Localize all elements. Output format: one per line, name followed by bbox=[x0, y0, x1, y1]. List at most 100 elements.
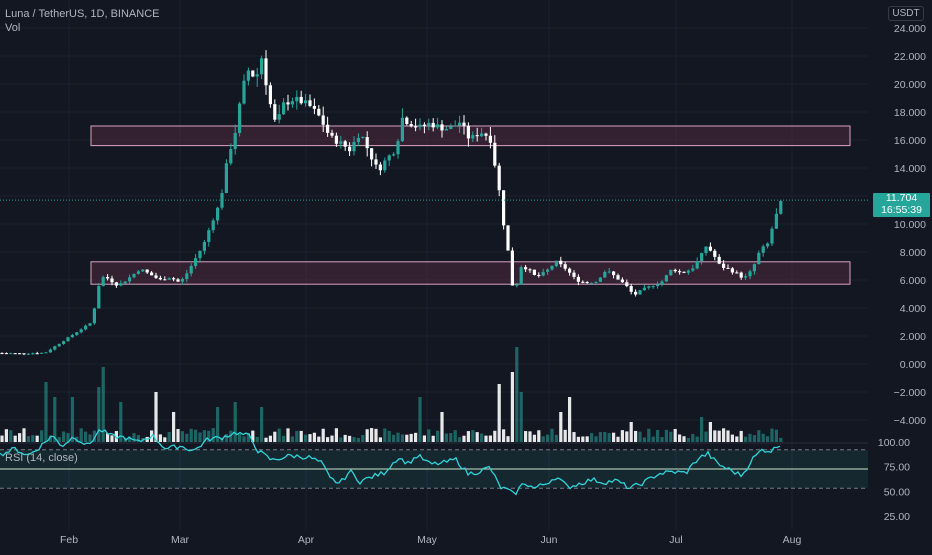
candle bbox=[40, 352, 44, 354]
time-tick-label: Aug bbox=[783, 534, 802, 546]
price-tick-label: 20.000 bbox=[894, 79, 926, 91]
volume-bar bbox=[180, 431, 184, 442]
candle bbox=[216, 206, 220, 225]
symbol-legend[interactable]: Luna / TetherUS, 1D, BINANCE bbox=[5, 8, 160, 20]
volume-bar bbox=[387, 430, 391, 442]
volume-bar bbox=[101, 367, 105, 442]
candle bbox=[348, 142, 352, 157]
rsi-tick-label: 100.00 bbox=[878, 437, 910, 449]
volume-bar bbox=[224, 434, 228, 442]
candle bbox=[255, 67, 259, 87]
volume-bar bbox=[22, 428, 26, 442]
candle bbox=[35, 351, 39, 355]
volume-bar bbox=[202, 430, 206, 442]
candle bbox=[546, 268, 550, 275]
candle bbox=[506, 225, 510, 251]
volume-bar bbox=[444, 433, 448, 442]
candle bbox=[673, 268, 677, 273]
volume-bar bbox=[541, 436, 545, 442]
volume-bar bbox=[510, 372, 514, 442]
candle bbox=[114, 281, 118, 288]
candle bbox=[440, 120, 444, 138]
time-tick-label: Apr bbox=[298, 534, 315, 546]
candle bbox=[264, 50, 268, 95]
volume-bar bbox=[647, 428, 651, 442]
volume-bar bbox=[348, 435, 352, 442]
volume-bar bbox=[493, 430, 497, 442]
rsi-tick-label: 50.00 bbox=[884, 486, 910, 498]
candle bbox=[4, 352, 8, 355]
volume-bar bbox=[352, 437, 356, 442]
volume-bar bbox=[396, 432, 400, 442]
rsi-legend[interactable]: RSI (14, close) bbox=[5, 452, 78, 464]
volume-bar bbox=[651, 436, 655, 442]
candle bbox=[334, 132, 338, 147]
volume-bar bbox=[700, 417, 704, 442]
volume-bar bbox=[154, 392, 158, 442]
price-axis[interactable]: 24.00022.00020.00018.00016.00014.00012.0… bbox=[894, 23, 927, 427]
price-tick-label: 8.000 bbox=[900, 247, 926, 259]
candle bbox=[361, 136, 365, 139]
volume-bar bbox=[576, 436, 580, 442]
candle bbox=[515, 282, 519, 288]
candle bbox=[202, 240, 206, 255]
candle bbox=[669, 269, 673, 277]
candle bbox=[277, 104, 281, 124]
price-tick-label: 6.000 bbox=[900, 275, 926, 287]
volume-bar bbox=[114, 431, 118, 442]
candle bbox=[770, 226, 774, 247]
rsi-axis[interactable]: 100.00 75.00 50.00 25.00 bbox=[878, 437, 910, 523]
volume-bar bbox=[233, 402, 237, 442]
volume-bar bbox=[242, 436, 246, 442]
volume-legend[interactable]: Vol bbox=[5, 22, 21, 34]
zones bbox=[90, 125, 851, 285]
candle bbox=[682, 271, 686, 274]
volume-bar bbox=[207, 430, 211, 442]
currency-badge[interactable]: USDT bbox=[888, 6, 924, 21]
volume-bar bbox=[453, 430, 457, 442]
candle bbox=[233, 124, 237, 155]
candle bbox=[638, 290, 642, 295]
candle bbox=[532, 269, 536, 276]
volume-bar bbox=[277, 428, 281, 442]
volume-bar bbox=[238, 433, 242, 442]
candle bbox=[330, 129, 334, 138]
candle bbox=[158, 275, 162, 281]
volume-bars bbox=[0, 347, 783, 442]
candle bbox=[145, 269, 149, 274]
candle bbox=[405, 116, 409, 126]
candle bbox=[163, 276, 167, 281]
candle bbox=[418, 118, 422, 131]
volume-bar bbox=[308, 434, 312, 442]
candle bbox=[92, 307, 96, 325]
volume-bar bbox=[48, 435, 52, 442]
candle bbox=[132, 273, 136, 279]
volume-bar bbox=[75, 436, 79, 442]
candle bbox=[739, 271, 743, 280]
volume-bar bbox=[471, 430, 475, 442]
volume-bar bbox=[167, 431, 171, 442]
candle bbox=[106, 274, 110, 281]
candle bbox=[207, 227, 211, 247]
time-axis[interactable]: Feb Mar Apr May Jun Jul Aug bbox=[60, 534, 802, 546]
candle bbox=[242, 74, 246, 105]
volume-bar bbox=[673, 428, 677, 442]
candle bbox=[387, 154, 391, 167]
volume-bar bbox=[480, 433, 484, 442]
candle bbox=[312, 98, 316, 115]
volume-bar bbox=[572, 432, 576, 442]
volume-bar bbox=[251, 430, 255, 442]
candle bbox=[0, 352, 4, 355]
candle bbox=[295, 90, 299, 110]
candle bbox=[409, 120, 413, 128]
volume-bar bbox=[260, 407, 264, 442]
candle bbox=[761, 244, 765, 257]
candle bbox=[352, 136, 356, 156]
candle bbox=[273, 99, 277, 122]
candle bbox=[550, 265, 554, 271]
candle bbox=[194, 253, 198, 269]
candle bbox=[136, 270, 140, 275]
candle bbox=[26, 353, 30, 356]
